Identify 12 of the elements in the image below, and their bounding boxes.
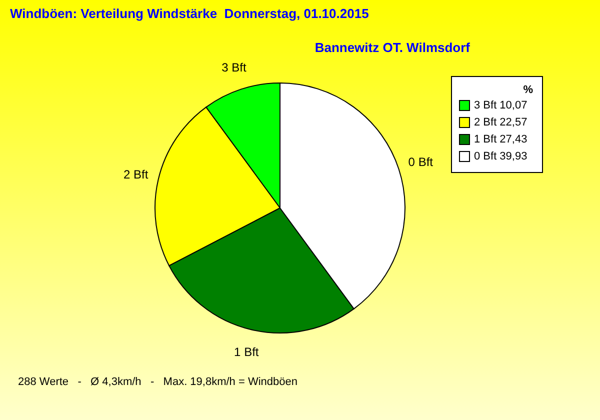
category-label: 3 Bft 10,07 [474,100,528,112]
chart-title: Windböen: Verteilung Windstärke Donnerstag, 01.10.2015 [10,6,369,21]
slice-label: 1 Bft [234,345,260,360]
category-label: 0 Bft 39,93 [474,150,528,162]
category-label: 1 Bft 27,43 [474,134,528,146]
slice-label: 2 Bft [124,167,149,182]
legend-label: 0 Bft [408,154,434,169]
slice-label: 3 Bft [222,60,247,74]
chart-subtitle: Bannewitz OT. Wilmsdorf [314,40,470,55]
legend-title: % [523,84,534,96]
category-label: 2 Bft 22,57 [474,116,528,128]
text: 288 Werte - Ø 4,3km/h - Max. 19,8km/h = Windböen [18,376,298,388]
